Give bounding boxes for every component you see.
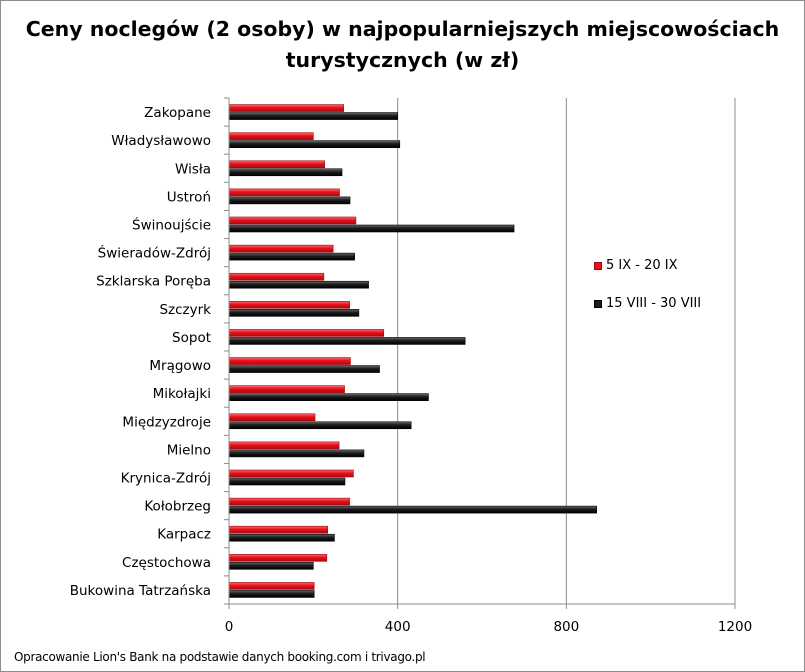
bar-2-8	[228, 337, 466, 345]
bar-2-16	[228, 562, 314, 570]
legend-swatch-series-1	[594, 262, 602, 270]
bar-2-15	[228, 533, 335, 542]
bar-2-9	[228, 365, 380, 373]
source-note: Opracowanie Lion's Bank na podstawie dan…	[14, 650, 426, 664]
bar-1-12	[228, 441, 340, 450]
bar-1-2	[228, 160, 326, 169]
category-label-9: Mrągowo	[149, 358, 211, 374]
category-label-11: Międzyzdroje	[122, 414, 211, 430]
chart-title-line-1: Ceny noclegów (2 osoby) w najpopularniej…	[25, 17, 780, 41]
bar-2-14	[228, 505, 597, 514]
bar-1-4	[228, 216, 357, 225]
category-label-15: Karpacz	[157, 527, 211, 543]
bar-2-1	[228, 140, 401, 148]
bar-1-3	[228, 188, 340, 197]
bar-1-10	[228, 385, 345, 393]
legend-label-series-1: 5 IX - 20 IX	[606, 258, 678, 273]
legend-label-series-2: 15 VIII - 30 VIII	[606, 296, 702, 311]
bar-1-11	[228, 413, 316, 422]
bar-2-3	[228, 196, 351, 205]
category-label-3: Ustroń	[167, 189, 211, 205]
bar-1-15	[228, 525, 328, 534]
bar-2-0	[228, 112, 398, 120]
x-tick-label-1: 400	[385, 619, 411, 635]
category-label-1: Władysławowo	[111, 133, 211, 149]
x-tick-label-0: 0	[225, 619, 234, 635]
category-label-5: Świeradów-Zdrój	[98, 244, 211, 262]
bar-2-6	[228, 280, 369, 289]
category-label-13: Krynica-Zdrój	[121, 471, 211, 487]
chart-title-line-2: turystycznych (w zł)	[285, 48, 520, 72]
bar-1-9	[228, 357, 351, 365]
category-label-8: Sopot	[172, 330, 211, 346]
category-label-6: Szklarska Poręba	[96, 274, 211, 290]
x-tick-label-3: 1200	[718, 619, 752, 635]
bar-1-0	[228, 104, 344, 112]
bar-2-10	[228, 393, 429, 401]
bar-1-1	[228, 132, 314, 140]
bar-2-5	[228, 252, 355, 261]
bar-2-4	[228, 224, 515, 233]
category-label-10: Mikołajki	[153, 386, 211, 402]
bar-1-13	[228, 469, 354, 478]
bar-1-5	[228, 244, 334, 253]
bar-2-7	[228, 309, 360, 317]
x-tick-label-2: 800	[553, 619, 579, 635]
category-label-12: Mielno	[167, 442, 211, 458]
bar-1-14	[228, 497, 350, 506]
category-label-16: Częstochowa	[122, 555, 211, 571]
chart-title: Ceny noclegów (2 osoby) w najpopularniej…	[0, 14, 805, 76]
bar-2-12	[228, 449, 365, 458]
category-label-0: Zakopane	[144, 105, 211, 121]
category-label-2: Wisła	[175, 161, 211, 177]
bar-2-11	[228, 421, 412, 430]
bar-1-16	[228, 554, 328, 562]
bar-2-2	[228, 168, 343, 177]
bar-2-13	[228, 477, 346, 486]
bar-1-17	[228, 582, 315, 590]
bar-1-8	[228, 329, 385, 337]
bar-2-17	[228, 590, 315, 598]
legend-swatch-series-2	[594, 300, 602, 308]
category-label-17: Bukowina Tatrzańska	[70, 583, 211, 599]
category-label-14: Kołobrzeg	[144, 499, 211, 515]
bar-1-7	[228, 301, 350, 309]
bar-1-6	[228, 272, 325, 281]
category-label-4: Świnoujście	[132, 216, 211, 234]
category-label-7: Szczyrk	[159, 302, 211, 318]
